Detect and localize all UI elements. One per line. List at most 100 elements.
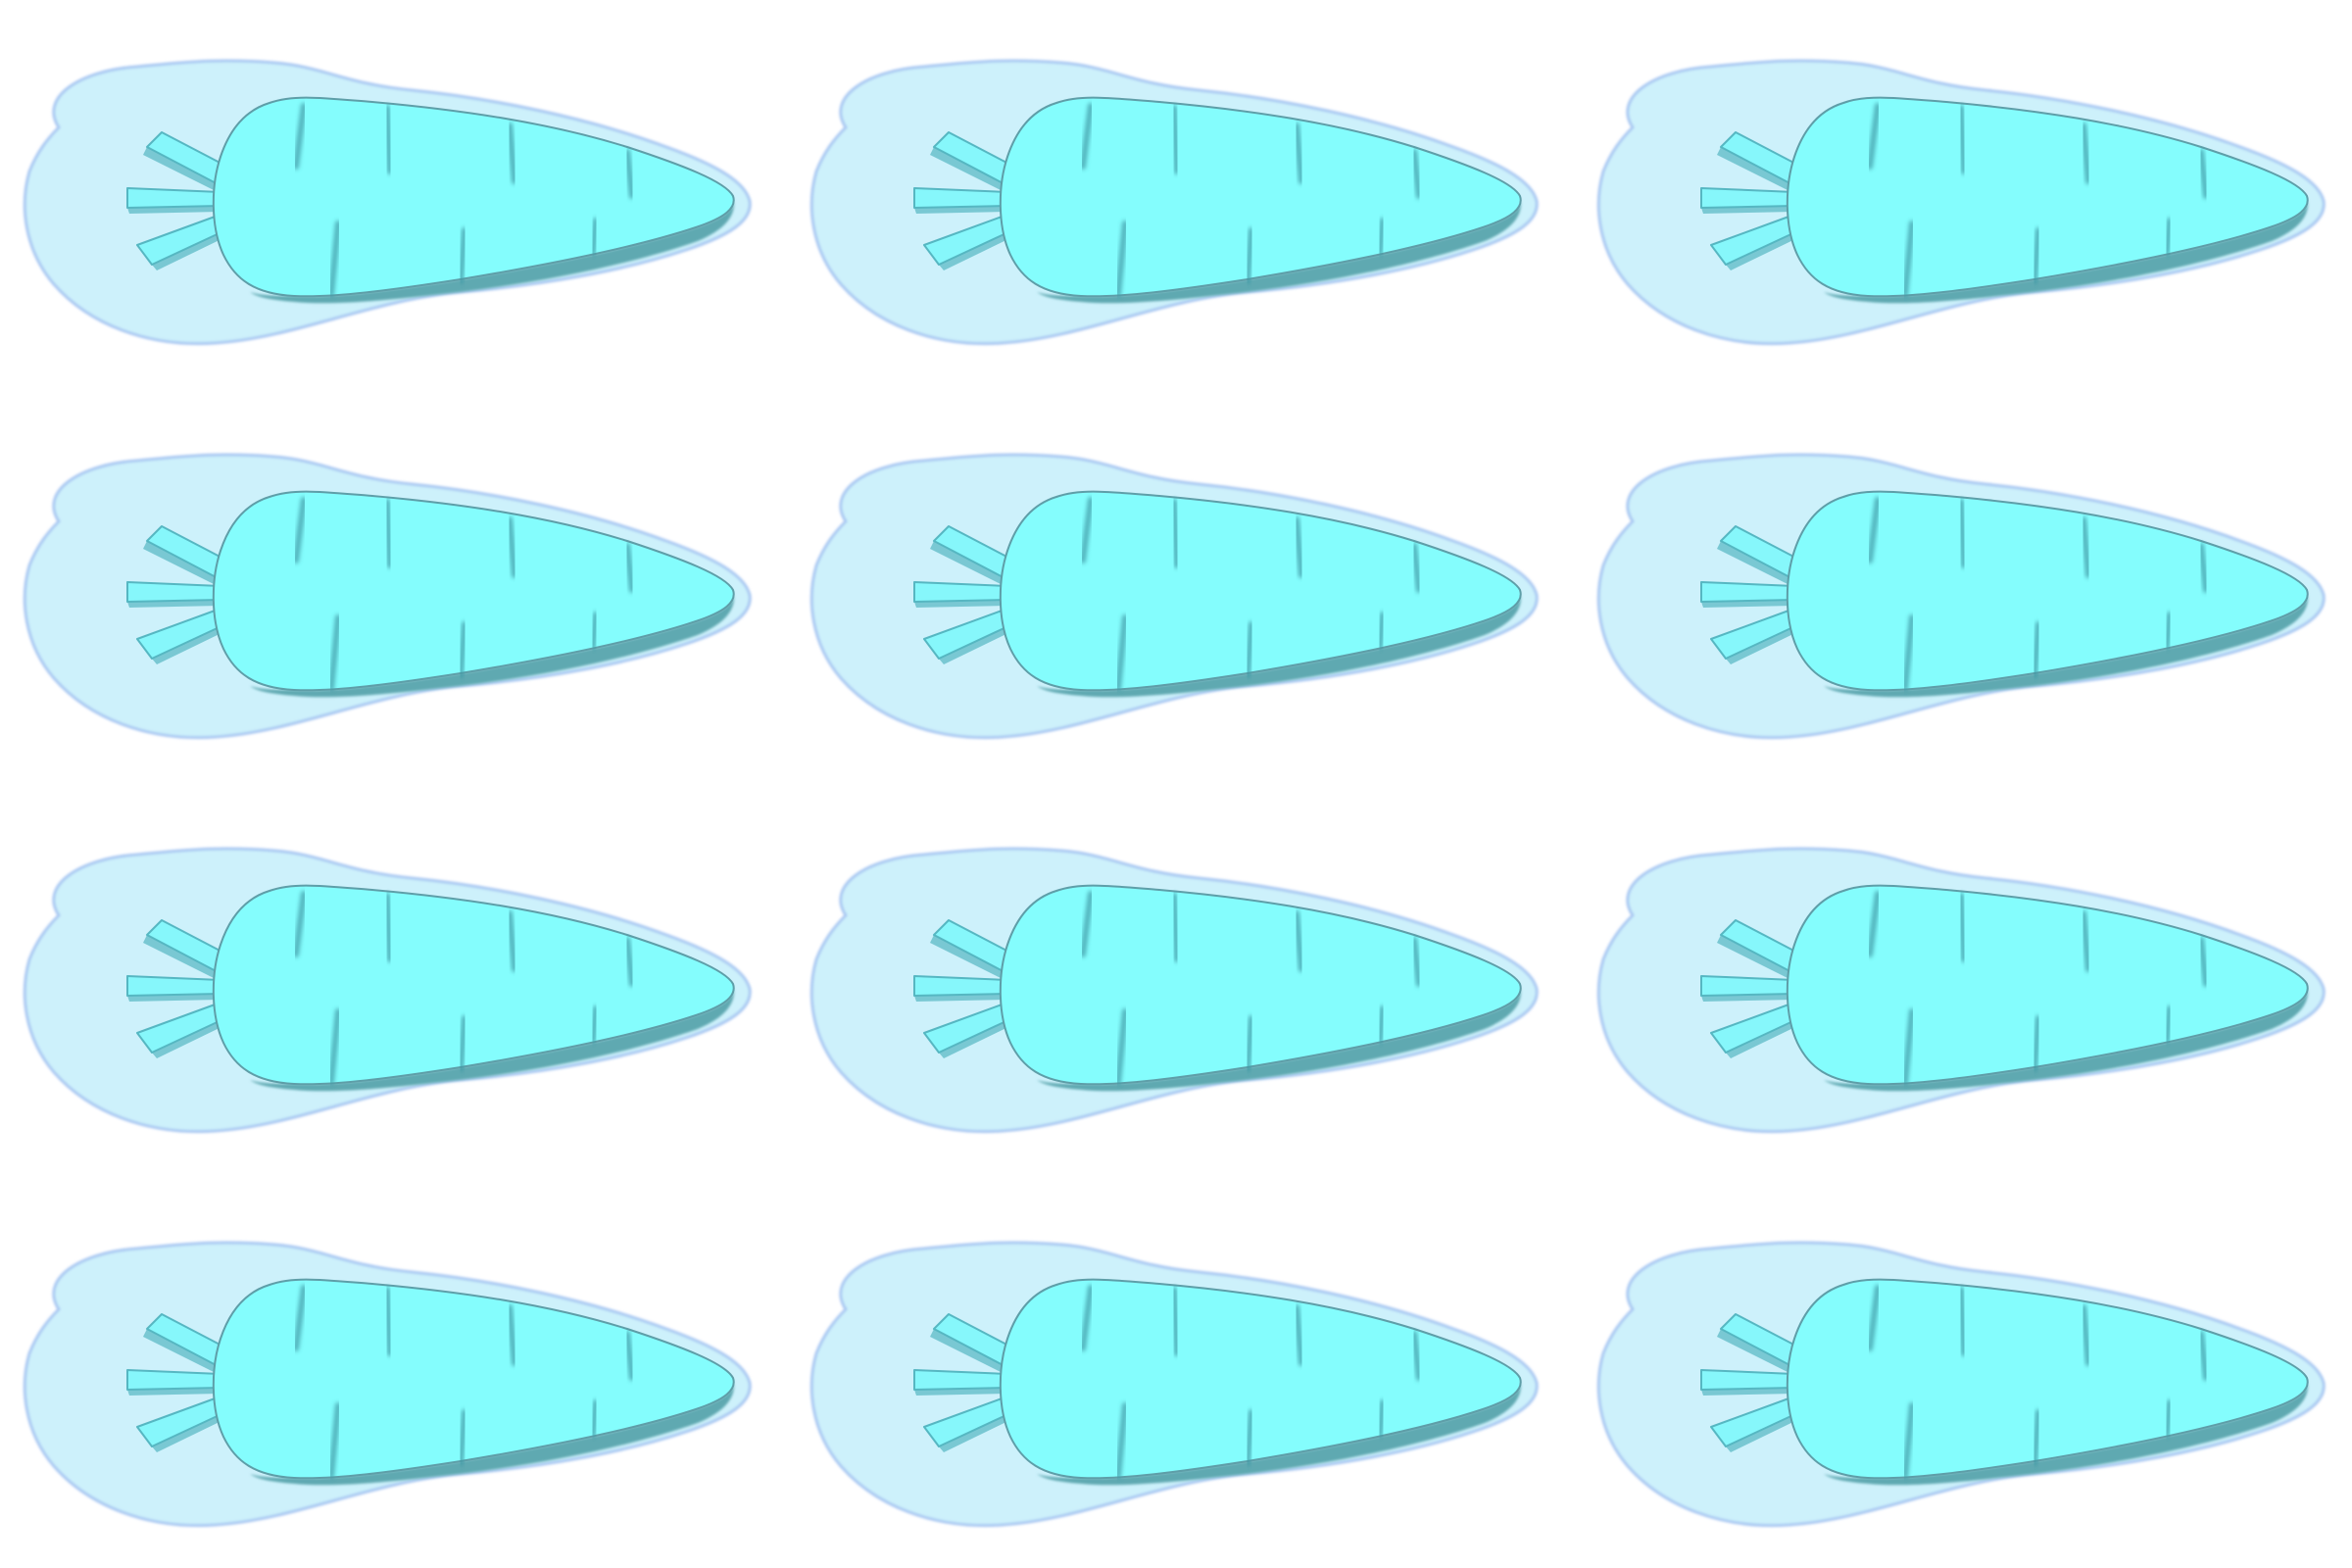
carrot-icon xyxy=(126,490,735,698)
carrot-leaf xyxy=(913,975,1008,997)
carrot-body xyxy=(999,1278,1522,1480)
carrot-leaf-shadow xyxy=(152,231,225,270)
carrot-ridge xyxy=(458,1409,467,1466)
carrot-icon xyxy=(913,96,1522,304)
carrot-ridge xyxy=(1171,105,1180,174)
carrot-ridge xyxy=(293,497,307,564)
carrot-body-shadow xyxy=(250,590,735,698)
carrot-ridge xyxy=(328,220,341,297)
carrot-sticker xyxy=(23,453,752,740)
carrot-leaf-shadow xyxy=(914,600,1007,608)
carrot-leaf-shadow xyxy=(127,206,220,214)
carrot-leaf-shadow xyxy=(1726,231,1799,270)
carrot-ridge xyxy=(590,1399,599,1438)
carrot-icon xyxy=(126,96,735,304)
carrot-ridge xyxy=(624,543,635,593)
carrot-leaf-shadow xyxy=(143,541,221,586)
carrot-ridge xyxy=(2198,1331,2209,1381)
carrot-ridge xyxy=(1171,1287,1180,1356)
carrot-body-shadow xyxy=(1824,590,2309,698)
carrot-ridge xyxy=(507,1304,517,1366)
carrot-ridge xyxy=(1245,1015,1254,1072)
carrot-ridge xyxy=(458,621,467,678)
carrot-ridge xyxy=(1080,1285,1094,1351)
carrot-leaf-shadow xyxy=(914,206,1007,214)
carrot-ridge xyxy=(1377,1005,1386,1044)
carrot-sticker xyxy=(1596,453,2326,740)
carrot-ridge xyxy=(1245,227,1254,284)
carrot-ridge xyxy=(1294,122,1304,184)
carrot-icon xyxy=(1700,884,2309,1092)
carrot-leaf-shadow xyxy=(1717,935,1795,980)
carrot-icon xyxy=(913,884,1522,1092)
carrot-leaf xyxy=(126,581,221,603)
carrot-leaf-shadow xyxy=(127,600,220,608)
carrot-ridge xyxy=(1902,1402,1915,1479)
carrot-ridge xyxy=(2081,910,2091,972)
carrot-ridge xyxy=(1115,1402,1128,1479)
carrot-ridge xyxy=(1958,105,1967,174)
carrot-ridge xyxy=(507,122,517,184)
carrot-ridge xyxy=(2164,612,2173,650)
carrot-ridge xyxy=(2032,1015,2041,1072)
carrot-ridge xyxy=(293,1285,307,1351)
carrot-icon xyxy=(1700,96,2309,304)
carrot-leaf-shadow xyxy=(914,994,1007,1002)
carrot-ridge xyxy=(1411,937,1422,987)
carrot-leaf-shadow xyxy=(152,1413,225,1452)
carrot-ridge xyxy=(1377,612,1386,650)
carrot-leaf-shadow xyxy=(930,147,1008,192)
carrot-leaf-shadow xyxy=(152,1019,225,1058)
carrot-leaf-shadow xyxy=(930,541,1008,586)
carrot-body-shadow xyxy=(1037,590,1522,698)
carrot-ridge xyxy=(1115,220,1128,297)
carrot-body-shadow xyxy=(1824,196,2309,304)
carrot-leaf xyxy=(913,581,1008,603)
carrot-ridge xyxy=(2164,1399,2173,1438)
carrot-ridge xyxy=(1902,614,1915,691)
carrot-ridge xyxy=(1902,1008,1915,1085)
carrot-ridge xyxy=(1411,543,1422,593)
carrot-icon xyxy=(913,490,1522,698)
carrot-ridge xyxy=(1867,1285,1881,1351)
carrot-ridge xyxy=(384,893,393,962)
carrot-leaf-shadow xyxy=(143,147,221,192)
carrot-body xyxy=(212,490,735,692)
carrot-body xyxy=(999,96,1522,298)
carrot-leaf-shadow xyxy=(143,1329,221,1374)
carrot-leaf-shadow xyxy=(939,1019,1012,1058)
carrot-ridge xyxy=(1294,910,1304,972)
carrot-leaf-shadow xyxy=(1726,1413,1799,1452)
carrot-sticker xyxy=(1596,1241,2326,1528)
carrot-leaf xyxy=(1700,975,1795,997)
carrot-ridge xyxy=(328,1402,341,1479)
carrot-ridge xyxy=(2081,122,2091,184)
carrot-ridge xyxy=(507,910,517,972)
carrot-ridge xyxy=(1171,499,1180,568)
carrot-leaf xyxy=(126,187,221,209)
carrot-leaf-shadow xyxy=(914,1388,1007,1396)
carrot-leaf xyxy=(913,187,1008,209)
carrot-leaf xyxy=(1700,581,1795,603)
carrot-sticker xyxy=(23,59,752,346)
carrot-icon xyxy=(126,884,735,1092)
carrot-ridge xyxy=(624,1331,635,1381)
carrot-ridge xyxy=(1245,1409,1254,1466)
carrot-leaf-shadow xyxy=(930,935,1008,980)
carrot-ridge xyxy=(328,1008,341,1085)
carrot-ridge xyxy=(590,1005,599,1044)
carrot-ridge xyxy=(1377,218,1386,256)
carrot-leaf xyxy=(126,975,221,997)
carrot-ridge xyxy=(1115,1008,1128,1085)
carrot-ridge xyxy=(1867,891,1881,957)
carrot-leaf-shadow xyxy=(1701,1388,1794,1396)
carrot-ridge xyxy=(458,227,467,284)
carrot-ridge xyxy=(2032,227,2041,284)
carrot-ridge xyxy=(2198,149,2209,199)
carrot-ridge xyxy=(1867,103,1881,170)
carrot-leaf-shadow xyxy=(930,1329,1008,1374)
carrot-sticker xyxy=(809,847,1539,1134)
carrot-icon xyxy=(126,1278,735,1486)
carrot-ridge xyxy=(384,1287,393,1356)
